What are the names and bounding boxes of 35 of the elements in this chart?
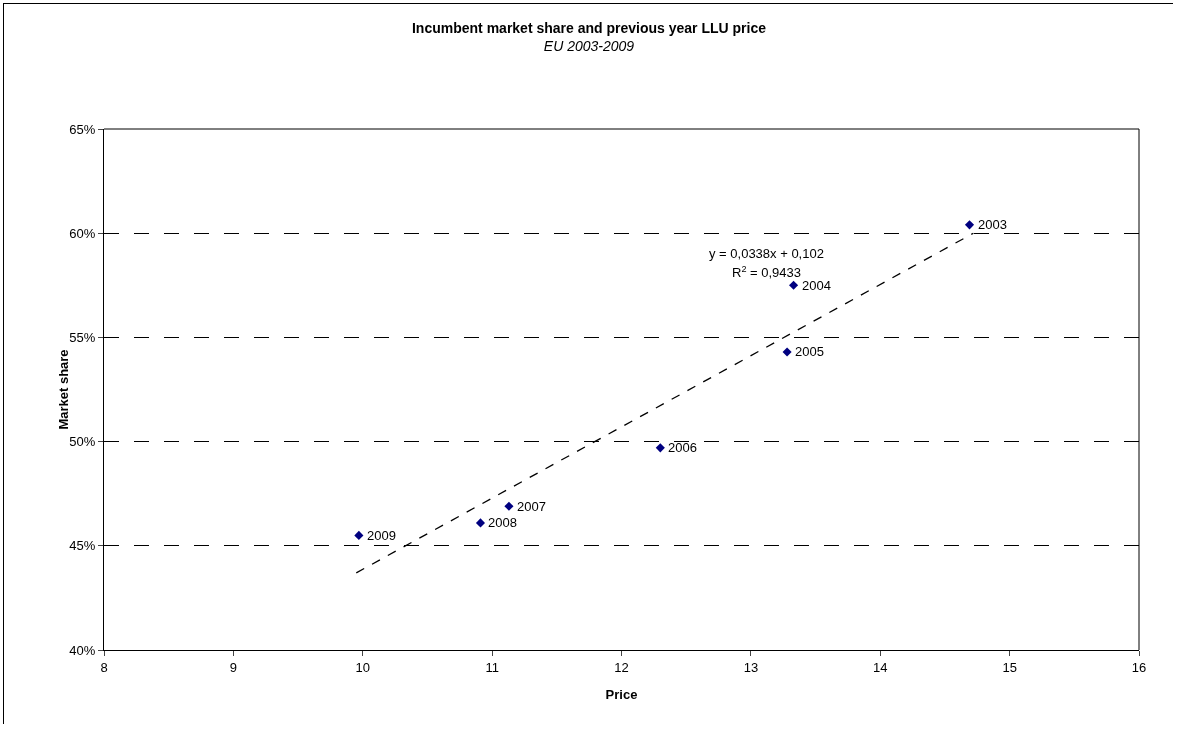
y-tick-label: 50% [69, 434, 96, 450]
y-tick-label: 40% [69, 642, 96, 658]
point [504, 501, 514, 511]
x-tick-label: 15 [1002, 659, 1017, 675]
y-tick-label: 60% [69, 225, 96, 241]
annotation: R$^{2}$ = 0,9433 [732, 264, 802, 281]
point [475, 518, 486, 528]
x-tick-label: 9 [229, 659, 237, 675]
y-tick-label: 65% [69, 121, 96, 137]
annotation: 2007 [517, 499, 546, 514]
x-axis-title: Price [605, 687, 638, 702]
x-tick-label: 16 [1131, 659, 1147, 675]
chart-subtitle: EU 2003-2009 [543, 38, 635, 55]
chart-title: Incumbent market share and previous year LLU price [411, 19, 767, 36]
annotation: 2004 [802, 278, 831, 293]
point [789, 280, 799, 290]
annotation: 2003 [978, 217, 1007, 232]
annotation: 2006 [668, 440, 697, 455]
annotation: 2005 [795, 344, 824, 359]
annotation: 2008 [488, 515, 517, 530]
x-tick-label: 12 [614, 659, 629, 675]
x-tick-label: 14 [873, 659, 888, 675]
x-tick-label: 10 [355, 659, 370, 675]
point [782, 347, 792, 357]
annotation: y = 0,0338x + 0,102 [709, 246, 824, 261]
y-tick-label: 55% [69, 329, 96, 345]
x-tick-label: 13 [743, 659, 759, 675]
point [354, 530, 364, 540]
x-tick-label: 8 [100, 659, 108, 675]
y-tick-label: 45% [69, 538, 96, 554]
annotation: 2009 [367, 528, 396, 543]
y-axis-title: Market share [56, 349, 71, 430]
point [655, 443, 665, 453]
x-tick-label: 11 [485, 659, 499, 675]
point [964, 220, 975, 230]
